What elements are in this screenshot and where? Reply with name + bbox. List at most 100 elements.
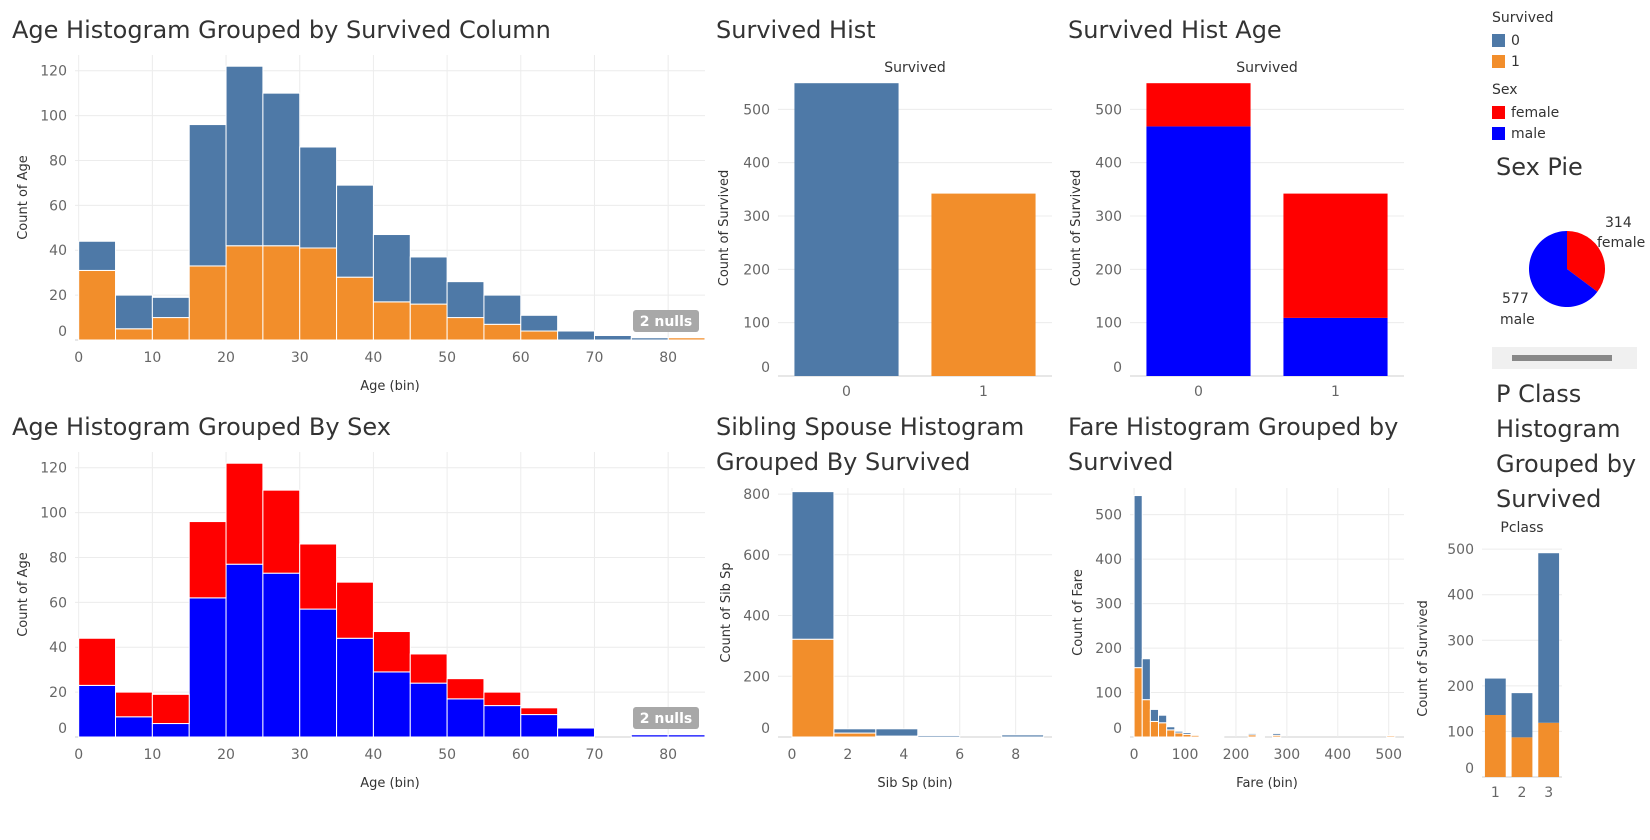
age_survived-bar-0 — [409, 256, 448, 305]
fare-ytick-label: 200 — [1095, 641, 1122, 657]
legend-item-survived-1[interactable]: 1 — [1492, 51, 1559, 72]
fare-ytick-label: 400 — [1095, 552, 1122, 568]
sib_sp-bar-1 — [833, 732, 877, 738]
age_survived-xtick-label: 60 — [512, 350, 530, 366]
survived_hist_age-ytick-label: 400 — [1095, 156, 1122, 172]
title-age-survived: Age Histogram Grouped by Survived Column — [12, 16, 551, 44]
title-pclass-line1: P Class — [1496, 380, 1582, 408]
fare-bar-0 — [1149, 708, 1160, 722]
age_survived-xtick-label: 80 — [659, 350, 677, 366]
age_sex-ylabel: Count of Age — [16, 552, 31, 637]
age_sex-bar-male — [446, 698, 485, 738]
fare-ytick-label: 300 — [1095, 597, 1122, 613]
age_sex-xtick-label: 70 — [586, 747, 604, 763]
legend-sex-title: Sex — [1492, 82, 1518, 98]
age_sex-bar-male — [188, 597, 227, 738]
pclass-xtick-label: 3 — [1544, 785, 1553, 801]
age_sex-bar-male — [630, 734, 669, 738]
pclass-ytick-label: 500 — [1447, 542, 1474, 558]
age_survived-xtick-label: 10 — [143, 350, 161, 366]
age_sex-ytick-label: 60 — [49, 595, 67, 611]
fare-bar-0 — [1272, 732, 1282, 736]
age_sex-bar-female — [78, 637, 117, 686]
fare-bar-1 — [1149, 720, 1160, 738]
title-fare-line2: Survived — [1068, 448, 1174, 476]
legend-item-male[interactable]: male — [1492, 123, 1559, 144]
legend-item-female[interactable]: female — [1492, 102, 1559, 123]
legend-swatch-female — [1492, 106, 1505, 119]
age_sex-bar-male — [151, 723, 190, 738]
age_sex-bar-female — [520, 707, 559, 716]
pie-scrollbar[interactable] — [1492, 347, 1637, 369]
pclass-ylabel: Count of Survived — [1416, 600, 1431, 717]
title-pclass-line3: Grouped by — [1496, 450, 1637, 478]
age_sex-xtick-label: 0 — [74, 747, 83, 763]
age_survived-xlabel: Age (bin) — [360, 379, 420, 394]
pclass-ytick-label: 100 — [1447, 724, 1474, 740]
pclass-xtick-label: 2 — [1518, 785, 1527, 801]
age_sex-xtick-label: 30 — [291, 747, 309, 763]
age_survived-bar-0 — [299, 146, 338, 249]
age_survived-bar-1 — [483, 323, 522, 341]
age_sex-bar-female — [446, 678, 485, 700]
age_sex-bar-male — [299, 608, 338, 738]
age_survived-bar-0 — [483, 294, 522, 325]
sib_sp-ytick-label: 0 — [761, 721, 770, 737]
survived_hist_age-ytick-label: 0 — [1113, 360, 1122, 376]
survived_hist-xtick-label: 1 — [979, 384, 988, 400]
pie-slice-female — [1567, 231, 1605, 292]
pie-label-male-value: 577 — [1502, 291, 1529, 307]
title-survived-hist: Survived Hist — [716, 16, 876, 44]
sib_sp-xtick-label: 0 — [788, 747, 797, 763]
age_sex-ytick-label: 100 — [40, 506, 67, 522]
age_sex-ytick-label: 80 — [49, 550, 67, 566]
title-sex-pie: Sex Pie — [1496, 153, 1583, 181]
legend-swatch-survived-1 — [1492, 55, 1505, 68]
age_survived-bar-1 — [520, 330, 559, 341]
pie-scrollbar-thumb[interactable] — [1512, 355, 1612, 361]
title-age-sex: Age Histogram Grouped By Sex — [12, 413, 391, 441]
title-sib-sp-line2: Grouped By Survived — [716, 448, 971, 476]
age_survived-bar-1 — [262, 245, 301, 341]
legend-swatch-male — [1492, 127, 1505, 140]
sib_sp-ytick-label: 200 — [743, 669, 770, 685]
age_survived-xtick-label: 0 — [74, 350, 83, 366]
age_survived-ytick-label: 60 — [49, 198, 67, 214]
title-pclass-line4: Survived — [1496, 485, 1602, 513]
fare-xtick-label: 0 — [1130, 747, 1139, 763]
survived_hist-column-title: Survived — [884, 60, 945, 76]
legend-label-male: male — [1511, 125, 1546, 142]
title-pclass-line2: Histogram — [1496, 415, 1621, 443]
age_survived-ytick-label: 20 — [49, 288, 67, 304]
age_survived-bar-1 — [225, 245, 264, 341]
pclass-bar-0 — [1538, 553, 1560, 723]
sib_sp-xtick-label: 8 — [1011, 747, 1020, 763]
survived_hist-ylabel: Count of Survived — [717, 170, 732, 287]
survived_hist-ytick-label: 300 — [743, 209, 770, 225]
pclass-bar-0 — [1484, 678, 1506, 716]
age_sex-xtick-label: 40 — [365, 747, 383, 763]
fare-bar-0 — [1174, 730, 1184, 734]
pie-label-female-name: female — [1597, 235, 1645, 251]
title-sib-sp-line1: Sibling Spouse Histogram — [716, 413, 1025, 441]
pie-slice-male — [1529, 230, 1598, 307]
age_sex-xtick-label: 20 — [217, 747, 235, 763]
fare-bar-0 — [1190, 733, 1200, 736]
pie-label-female-value: 314 — [1605, 215, 1632, 231]
age_survived-bar-1 — [188, 265, 227, 341]
fare-bar-1 — [1158, 722, 1168, 738]
fare-bar-1 — [1174, 732, 1184, 738]
legend-item-survived-0[interactable]: 0 — [1492, 30, 1559, 51]
age_survived-xtick-label: 20 — [217, 350, 235, 366]
age_sex-bar-male — [78, 684, 117, 738]
fare-ytick-label: 100 — [1095, 686, 1122, 702]
age_sex-xtick-label: 10 — [143, 747, 161, 763]
age_sex-ytick-label: 40 — [49, 640, 67, 656]
survived_hist-ytick-label: 400 — [743, 156, 770, 172]
age_sex-bar-male — [336, 637, 374, 738]
sib_sp-ylabel: Count of Sib Sp — [719, 562, 734, 662]
pclass-column-title: Pclass — [1500, 520, 1543, 536]
survived_hist_age-xtick-label: 1 — [1331, 384, 1340, 400]
fare-xtick-label: 300 — [1273, 747, 1300, 763]
fare-bar-0 — [1198, 734, 1208, 737]
